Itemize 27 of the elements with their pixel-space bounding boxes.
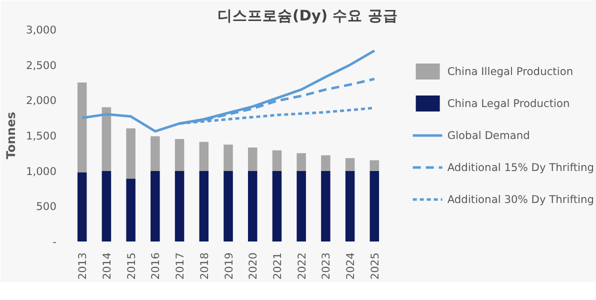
x-tick-label: 2015 (124, 252, 138, 280)
x-tick-label: 2019 (222, 252, 236, 280)
x-tick-label: 2022 (295, 252, 308, 280)
x-tick-label: 2020 (246, 252, 260, 280)
y-axis-title: Tonnes (4, 112, 18, 160)
x-tick-label: 2018 (198, 252, 211, 280)
chart-title: 디스프로슘(Dy) 수요 공급 (218, 8, 398, 24)
y-tick-label: 1,000 (26, 164, 57, 178)
y-tick-label: 500 (36, 200, 57, 214)
y-tick-label: 3,000 (26, 24, 57, 36)
x-tick-label: 2024 (344, 252, 358, 280)
y-tick-label: 1,500 (26, 130, 57, 142)
x-tick-label: 2021 (270, 252, 284, 280)
legend-label: China Legal Production (447, 96, 570, 110)
y-tick-label: 2,500 (26, 58, 57, 72)
x-tick-label: 2025 (368, 252, 382, 280)
y-tick-label: 2,000 (26, 94, 57, 108)
legend-label: China Illegal Production (447, 64, 574, 78)
x-tick-label: 2014 (100, 252, 114, 280)
legend-label: Global Demand (447, 128, 530, 142)
legend-label: Additional 30% Dy Thrifting (447, 192, 594, 206)
x-tick-label: 2013 (76, 252, 90, 280)
x-tick-label: 2016 (149, 252, 162, 280)
legend-label: Additional 15% Dy Thrifting (447, 160, 594, 174)
x-tick-label: 2023 (320, 252, 333, 280)
y-tick-label: - (52, 236, 57, 248)
x-tick-label: 2017 (174, 252, 187, 280)
